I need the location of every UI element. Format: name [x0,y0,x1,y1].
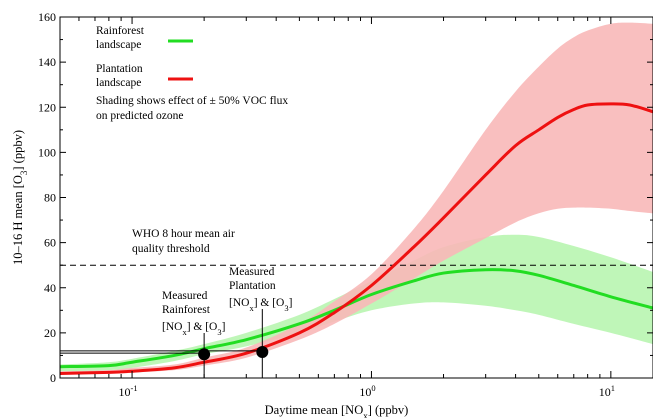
ytick-label-8: 160 [38,10,56,24]
measured-group: Measured Rainforest [NOx] & [O3]Measured Pl… [60,266,292,378]
x-axis-label: Daytime mean [NOx] (ppbv) [265,403,409,418]
ytick-label-4: 80 [44,191,56,205]
legend-label-1: Plantation landscape [96,63,143,89]
ytick-label-3: 60 [44,236,56,250]
ytick-label-7: 140 [38,55,56,69]
series-lines [60,102,653,375]
y-axis-label: 10–16 H mean [O3] (ppbv) [11,130,29,265]
measured-point-1 [256,346,269,359]
legend: Rainforest landscape Plantation landscape Sh… [96,25,288,122]
measured-label-0: Measured Rainforest [NOx] & [O3] [162,290,225,337]
legend-label-0: Rainforest landscape [96,25,145,51]
axes: 0 20 40 60 80 100 120 140 160 10-1 100 101 Daytime m… [11,10,653,418]
shading-note: Shading shows effect of ± 50% VOC flux on… [96,95,288,122]
xtick-label-1: 100 [359,383,375,399]
series-line-0 [60,268,653,369]
shading-bands [60,22,653,375]
ytick-label-1: 20 [44,326,56,340]
series-line-1 [60,102,653,375]
ytick-label-2: 40 [44,281,56,295]
ytick-label-6: 120 [38,100,56,114]
threshold-label: WHO 8 hour mean air quality threshold [132,228,235,255]
xtick-label-2: 101 [599,383,615,399]
ytick-label-5: 100 [38,145,56,159]
threshold-group: WHO 8 hour mean air quality threshold [60,228,653,266]
band-series-1 [60,22,653,375]
xtick-label-0: 10-1 [119,383,138,399]
ytick-label-0: 0 [50,371,56,385]
measured-point-0 [198,348,211,361]
measured-label-1: Measured Plantation [NOx] & [O3] [229,266,292,313]
